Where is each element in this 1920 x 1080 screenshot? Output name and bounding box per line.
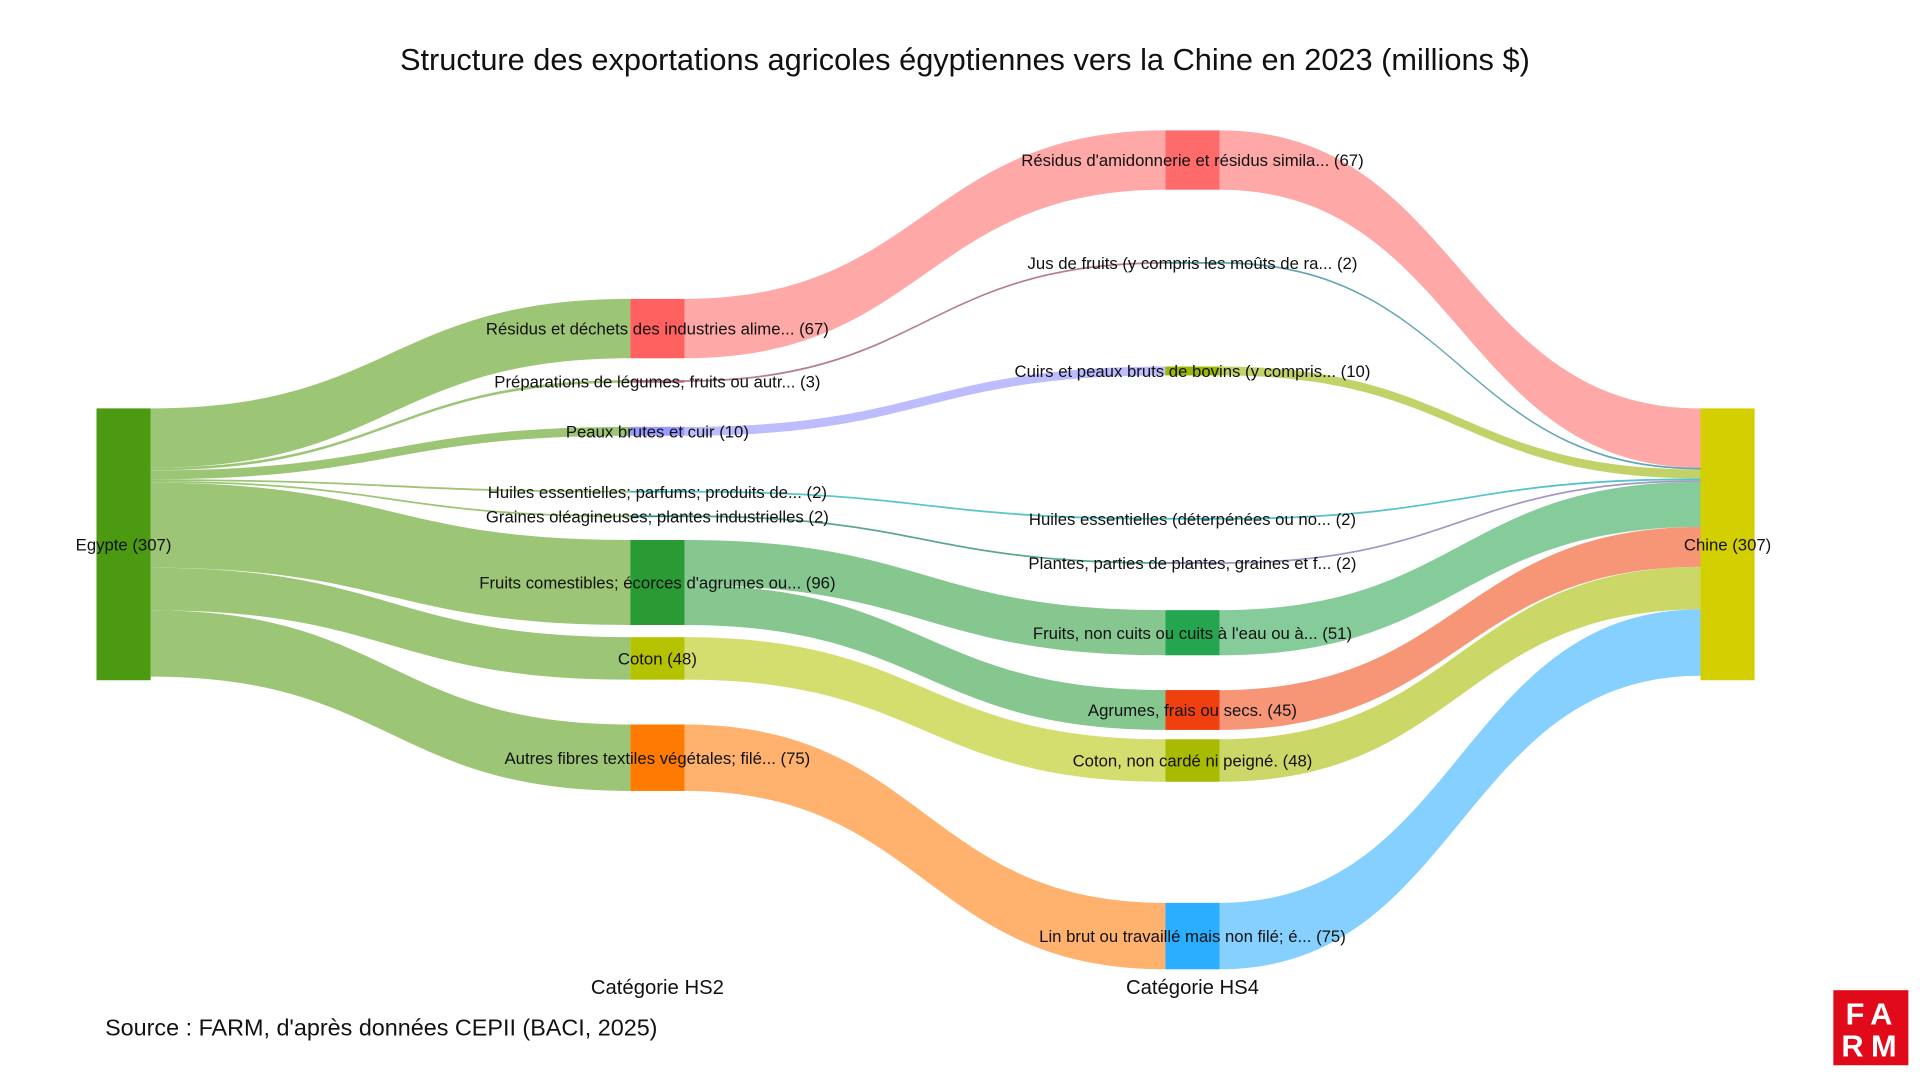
node-prep[interactable]	[630, 380, 685, 383]
link-graines-plantes[interactable]	[684, 515, 1166, 564]
node-label-chine: Chine (307)	[1684, 535, 1771, 554]
node-label-egypte: Egypte (307)	[76, 535, 172, 554]
node-egypte[interactable]	[96, 408, 151, 681]
link-jus-chine[interactable]	[1219, 262, 1701, 470]
link-peaux-cuirs[interactable]	[684, 366, 1166, 436]
node-label-cuirs: Cuirs et peaux bruts de bovins (y compri…	[1015, 362, 1371, 381]
link-autres-lin[interactable]	[684, 724, 1166, 970]
node-label-cotonN: Coton, non cardé ni peigné. (48)	[1073, 752, 1313, 771]
svg-text:RM: RM	[1841, 1029, 1904, 1064]
node-fruitsN[interactable]	[1165, 610, 1220, 656]
node-label-jus: Jus de fruits (y compris les moûts de ra…	[1028, 254, 1358, 273]
node-coton[interactable]	[630, 637, 685, 680]
link-agrumes-chine[interactable]	[1219, 527, 1701, 730]
labels-layer: Egypte (307) Résidus et déchets des indus…	[76, 151, 1772, 946]
link-huiles-huilesE[interactable]	[684, 490, 1166, 520]
nodes-layer	[96, 130, 1755, 970]
links-layer	[150, 130, 1701, 970]
source-note: Source : FARM, d'après données CEPII (BA…	[105, 1015, 657, 1041]
node-chine[interactable]	[1700, 408, 1755, 681]
svg-text:FA: FA	[1846, 997, 1900, 1032]
node-label-amidon: Résidus d'amidonnerie et résidus simila.…	[1021, 151, 1363, 170]
link-egypte-autres[interactable]	[150, 610, 631, 791]
node-label-coton: Coton (48)	[618, 650, 697, 669]
link-egypte-graines[interactable]	[150, 480, 631, 518]
node-label-huilesE: Huiles essentielles (déterpénées ou no..…	[1029, 510, 1356, 529]
node-label-peaux: Peaux brutes et cuir (10)	[566, 422, 749, 441]
column-label-hs4: Catégorie HS4	[1126, 977, 1259, 999]
node-autres[interactable]	[630, 724, 685, 791]
node-agrumes[interactable]	[1165, 690, 1220, 730]
node-peaux[interactable]	[630, 426, 685, 436]
link-egypte-peaux[interactable]	[150, 426, 631, 480]
link-plantes-chine[interactable]	[1219, 480, 1701, 564]
node-huiles[interactable]	[630, 490, 685, 493]
link-fruits-agrumes[interactable]	[684, 585, 1166, 730]
node-plantes[interactable]	[1165, 562, 1220, 564]
link-cotonN-chine[interactable]	[1219, 566, 1701, 782]
node-label-autres: Autres fibres textiles végétales; filé..…	[505, 749, 811, 768]
node-huilesE[interactable]	[1165, 517, 1220, 520]
link-cuirs-chine[interactable]	[1219, 366, 1701, 479]
link-prep-jus[interactable]	[684, 262, 1166, 382]
node-fruits[interactable]	[630, 540, 685, 626]
node-cuirs[interactable]	[1165, 366, 1220, 376]
node-residus[interactable]	[630, 298, 685, 359]
column-label-hs2: Catégorie HS2	[591, 977, 724, 999]
node-label-fruitsN: Fruits, non cuits ou cuits à l'eau ou à.…	[1033, 624, 1352, 643]
link-lin-chine[interactable]	[1219, 609, 1701, 970]
link-coton-cotonN[interactable]	[684, 637, 1166, 782]
link-egypte-huiles[interactable]	[150, 479, 631, 493]
node-label-agrumes: Agrumes, frais ou secs. (45)	[1088, 701, 1297, 720]
node-jus[interactable]	[1165, 262, 1220, 264]
link-egypte-residus[interactable]	[150, 298, 631, 468]
node-label-residus: Résidus et déchets des industries alime.…	[486, 320, 829, 339]
node-lin[interactable]	[1165, 902, 1220, 970]
farm-logo: FA RM	[1833, 990, 1909, 1066]
chart-title: Structure des exportations agricoles égy…	[400, 42, 1530, 77]
node-label-prep: Préparations de légumes, fruits ou autr.…	[494, 373, 820, 392]
link-amidon-chine[interactable]	[1219, 130, 1701, 468]
node-label-fruits: Fruits comestibles; écorces d'agrumes ou…	[479, 574, 835, 593]
node-label-plantes: Plantes, parties de plantes, graines et …	[1028, 554, 1356, 573]
link-egypte-fruits[interactable]	[150, 482, 631, 626]
node-label-huiles: Huiles essentielles; parfums; produits d…	[488, 483, 827, 502]
link-fruits-fruitsN[interactable]	[684, 540, 1166, 656]
link-egypte-coton[interactable]	[150, 567, 631, 680]
node-label-graines: Graines oléagineuses; plantes industriel…	[486, 507, 829, 526]
link-egypte-prep[interactable]	[150, 380, 631, 471]
link-residus-amidon[interactable]	[684, 130, 1166, 359]
node-label-lin: Lin brut ou travaillé mais non filé; é..…	[1039, 927, 1346, 946]
link-huilesE-chine[interactable]	[1219, 478, 1701, 520]
node-cotonN[interactable]	[1165, 739, 1220, 782]
node-amidon[interactable]	[1165, 130, 1220, 190]
link-fruitsN-chine[interactable]	[1219, 481, 1701, 656]
node-graines[interactable]	[630, 515, 685, 518]
